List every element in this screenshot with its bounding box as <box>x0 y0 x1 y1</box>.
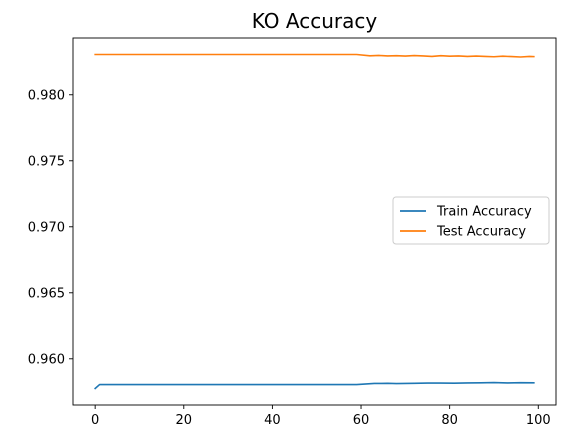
axes-frame <box>72 37 557 406</box>
series-line-test-accuracy <box>94 53 535 58</box>
x-axis-ticks: 0 20 40 60 80 100 <box>91 405 551 428</box>
y-tick-label: 0.975 <box>28 154 65 169</box>
y-tick-label: 0.980 <box>28 88 65 103</box>
x-tick-label: 100 <box>526 413 551 428</box>
axes-border <box>72 37 557 406</box>
x-tick-label: 60 <box>353 413 370 428</box>
plot-area <box>94 53 535 390</box>
x-tick-label: 40 <box>264 413 281 428</box>
legend-box <box>392 196 550 245</box>
y-tick-label: 0.970 <box>28 220 65 235</box>
y-tick-label: 0.960 <box>28 352 65 367</box>
y-axis-ticks: 0.960 0.965 0.970 0.975 0.980 <box>28 88 73 367</box>
x-tick-label: 80 <box>441 413 458 428</box>
legend-label-train-accuracy: Train Accuracy <box>436 205 532 220</box>
legend-label-test-accuracy: Test Accuracy <box>436 225 526 240</box>
series-line-train-accuracy <box>94 381 535 390</box>
chart-title: KO Accuracy <box>252 9 378 33</box>
legend: Train Accuracy Test Accuracy <box>392 196 550 245</box>
y-tick-label: 0.965 <box>28 286 65 301</box>
x-tick-label: 20 <box>176 413 193 428</box>
x-tick-label: 0 <box>91 413 99 428</box>
